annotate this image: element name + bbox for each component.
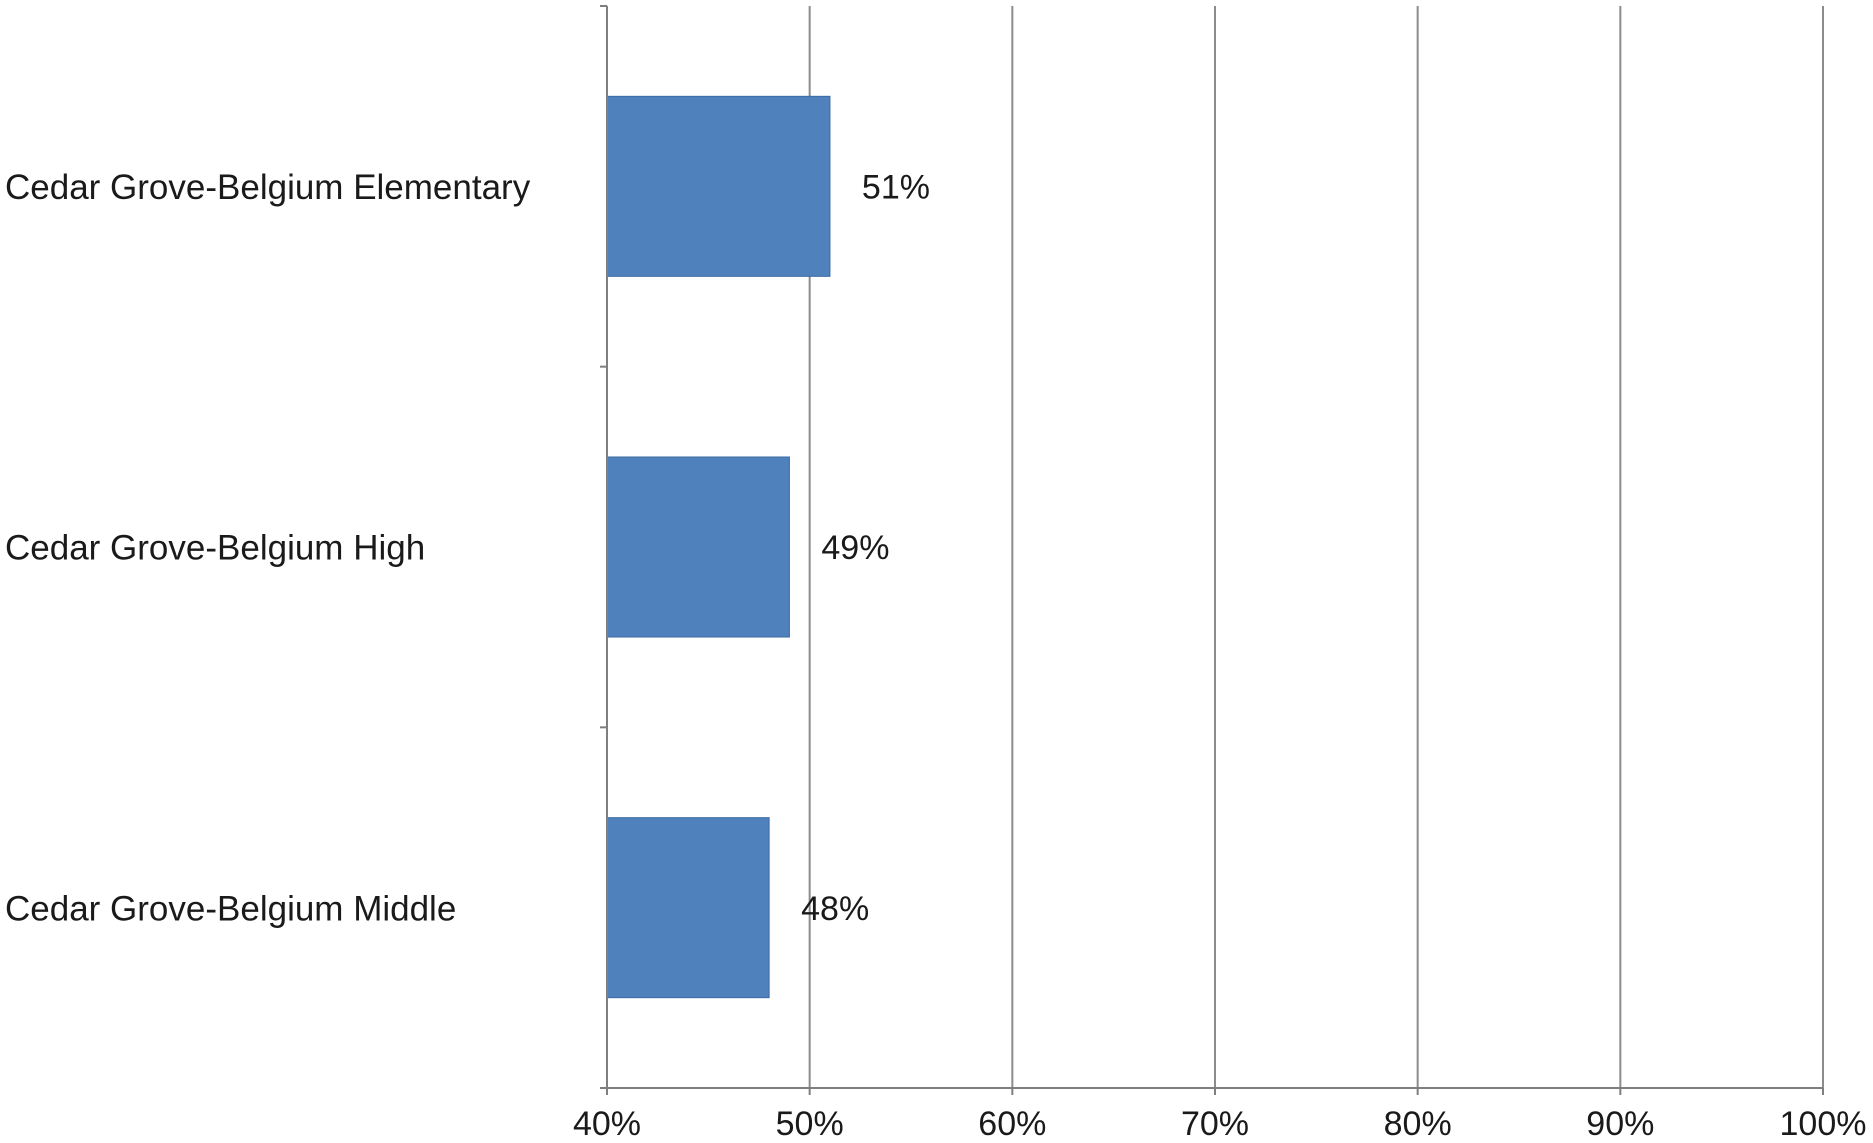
x-tick-label-40: 40% [573,1105,641,1143]
bar-3 [606,817,770,999]
category-label-2: Cedar Grove-Belgium High [5,529,425,568]
category-label-3: Cedar Grove-Belgium Middle [5,889,456,928]
axes [600,5,1824,1095]
bar-1 [606,95,831,277]
data-label-3: 48% [801,890,869,928]
x-tick-label-50: 50% [776,1105,844,1143]
x-tick-label-90: 90% [1586,1105,1654,1143]
x-tick-label-60: 60% [978,1105,1046,1143]
bars [606,95,831,999]
gridlines [808,6,1824,1088]
data-label-1: 51% [862,169,930,207]
data-label-2: 49% [821,529,889,567]
x-tick-label-100: 100% [1780,1105,1867,1143]
x-tick-label-80: 80% [1384,1105,1452,1143]
category-label-1: Cedar Grove-Belgium Elementary [5,168,531,207]
bar-2 [606,456,790,638]
x-tick-label-70: 70% [1181,1105,1249,1143]
labels: Cedar Grove-Belgium Elementary 51% Cedar G… [5,168,1866,1143]
